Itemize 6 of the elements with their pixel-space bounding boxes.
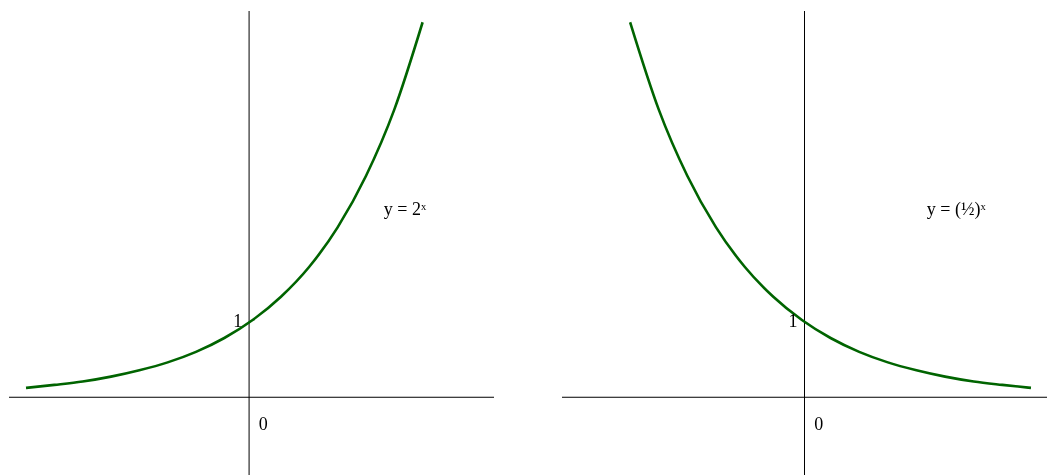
text: 0 [258, 414, 268, 435]
text: 0 [814, 414, 824, 435]
annotation: 1 [233, 311, 243, 332]
annotation: y = (½)ˣ [926, 198, 987, 220]
annotation: y = 2ˣ [383, 198, 427, 219]
annotation: 1 [788, 311, 798, 332]
